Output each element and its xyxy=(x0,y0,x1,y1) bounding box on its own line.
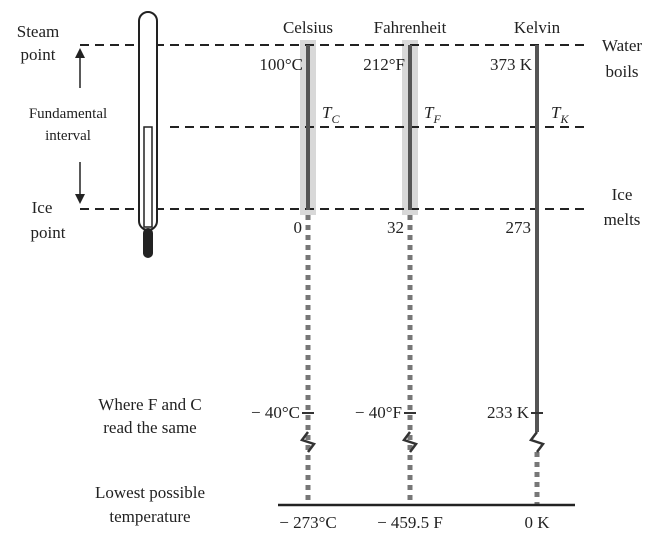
label: point xyxy=(31,223,66,242)
symbol: T xyxy=(551,103,562,122)
label: temperature xyxy=(109,507,190,526)
symbol: T xyxy=(322,103,333,122)
boiling-label: 100°C xyxy=(259,55,303,74)
label: point xyxy=(21,45,56,64)
melting-label: 0 xyxy=(294,218,303,237)
scale-name: Fahrenheit xyxy=(374,18,447,37)
label: Lowest possible xyxy=(95,483,205,502)
scale-breaks xyxy=(299,431,546,453)
subscript: K xyxy=(559,112,569,126)
label: Where F and C xyxy=(98,395,201,414)
lowest-label: 0 K xyxy=(524,513,550,532)
melting-label: 32 xyxy=(387,218,404,237)
scale-name: Celsius xyxy=(283,18,333,37)
subscript: F xyxy=(432,112,441,126)
same-label: − 40°F xyxy=(355,403,402,422)
label: melts xyxy=(604,210,641,229)
same-label: 233 K xyxy=(487,403,530,422)
interval-arrows xyxy=(75,48,85,204)
boiling-label: 212°F xyxy=(363,55,405,74)
subscript: C xyxy=(331,112,340,126)
lowest-label: − 459.5 F xyxy=(377,513,443,532)
label: Ice xyxy=(612,185,633,204)
label: Water xyxy=(602,36,642,55)
label: Steam xyxy=(17,22,60,41)
scale-symbol: TK xyxy=(551,103,569,126)
scale-name: Kelvin xyxy=(514,18,561,37)
thermometer xyxy=(138,11,158,258)
label: Fundamental xyxy=(29,106,107,122)
label: boils xyxy=(605,62,638,81)
scale-symbol: TF xyxy=(424,103,441,126)
boiling-label: 373 K xyxy=(490,55,533,74)
same-label: − 40°C xyxy=(251,403,300,422)
melting-label: 273 xyxy=(506,218,532,237)
lowest-label: − 273°C xyxy=(279,513,336,532)
symbol: T xyxy=(424,103,435,122)
label: Ice xyxy=(32,198,53,217)
scale-symbol: TC xyxy=(322,103,340,126)
label: interval xyxy=(45,128,91,144)
label: read the same xyxy=(103,418,196,437)
